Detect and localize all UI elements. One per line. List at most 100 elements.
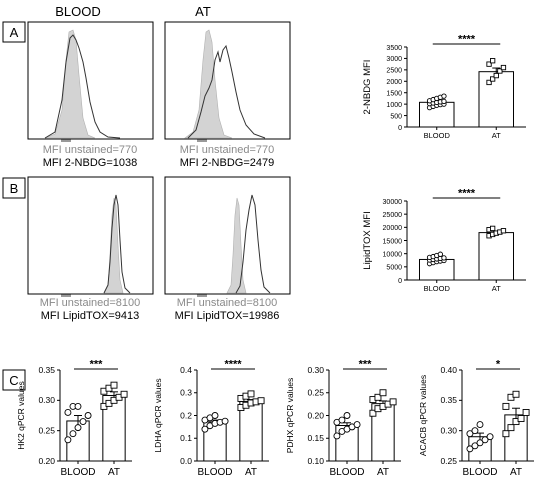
x-axis-ticks	[61, 139, 71, 142]
significance-label: ****	[224, 359, 242, 371]
x-category-label: BLOOD	[462, 467, 497, 478]
stained-histogram	[187, 44, 266, 139]
y-tick-label: 0.1	[180, 433, 192, 443]
data-point	[466, 445, 474, 453]
data-point	[379, 389, 387, 397]
data-point	[476, 421, 484, 429]
bar-chart-pdhx: 0.10 0.15 0.20 0.25 0.30 PDHX qPCR values BLOO…	[285, 359, 401, 478]
y-tick-label: 0.3	[180, 388, 192, 398]
histogram-a-blood	[27, 21, 154, 142]
histogram-frame	[27, 21, 154, 140]
x-category-label: BLOOD	[424, 131, 451, 140]
significance-label: *	[496, 359, 501, 371]
data-point	[512, 390, 520, 398]
data-point	[486, 433, 494, 441]
panel-label-a: A	[2, 21, 26, 43]
data-point	[69, 430, 77, 438]
data-point	[476, 439, 484, 447]
data-point	[441, 98, 447, 105]
y-tick-label: 0.4	[180, 365, 192, 375]
y-tick-label: 0.25	[440, 456, 457, 466]
x-category-label: AT	[510, 467, 522, 478]
data-point	[471, 427, 479, 435]
data-point	[374, 393, 382, 401]
y-tick-label: 2000	[386, 79, 402, 86]
data-point	[201, 425, 209, 433]
y-axis-label: LipidTOX MFI	[362, 211, 373, 269]
y-tick-label: 500	[390, 113, 402, 120]
significance-label: ****	[458, 188, 476, 200]
unstained-histogram	[44, 29, 96, 139]
data-point	[74, 402, 82, 410]
y-tick-label: 0.10	[307, 456, 324, 466]
unstained-histogram	[184, 29, 233, 139]
mfi-stained-b-blood: MFI LipidTOX=9413	[41, 310, 140, 322]
y-tick-label: 30000	[383, 199, 403, 206]
x-category-label: AT	[108, 467, 120, 478]
significance-label: ***	[90, 359, 104, 371]
y-tick-label: 0.30	[38, 395, 55, 405]
x-axis-ticks	[61, 294, 71, 297]
data-point	[338, 416, 346, 424]
y-tick-label: 0.35	[38, 365, 55, 375]
data-point	[74, 424, 82, 432]
histogram-a-at	[164, 21, 291, 142]
x-category-label: BLOOD	[197, 467, 232, 478]
y-tick-label: 0.2	[180, 410, 192, 420]
y-tick-label: 3500	[386, 45, 402, 52]
bar-chart-hk2: 0.20 0.25 0.30 0.35 HK2 qPCR values BLOOD AT **…	[16, 359, 132, 478]
mfi-stained-b-at: MFI LipidTOX=19986	[175, 310, 280, 322]
y-tick-label: 0.0	[180, 456, 192, 466]
y-tick-label: 2500	[386, 68, 402, 75]
data-point	[64, 436, 72, 444]
y-tick-label: 0	[398, 125, 402, 132]
y-tick-label: 0.20	[38, 456, 55, 466]
col-header-blood: BLOOD	[55, 4, 101, 19]
significance-label: ****	[458, 34, 476, 46]
y-tick-label: 0.30	[440, 425, 457, 435]
data-point	[353, 421, 361, 429]
mfi-stained-a-at: MFI 2-NBDG=2479	[180, 157, 274, 169]
stained-histogram	[103, 194, 131, 294]
x-category-label: AT	[377, 467, 389, 478]
panel-label-c-text: C	[9, 373, 18, 388]
data-point	[486, 61, 492, 67]
y-axis-label: 2-NBDG MFI	[362, 60, 373, 115]
data-point	[490, 76, 496, 82]
data-point	[257, 397, 265, 405]
panel-label-b: B	[2, 177, 26, 199]
data-point	[441, 255, 447, 261]
bar-at	[478, 232, 515, 281]
data-point	[389, 398, 397, 406]
col-header-at: AT	[195, 4, 211, 19]
y-tick-label: 15000	[383, 238, 403, 245]
mfi-unstained-b-at: MFI unstained=8100	[177, 297, 278, 309]
x-axis-ticks	[197, 139, 207, 142]
x-axis-ticks	[197, 294, 207, 297]
data-point	[507, 424, 515, 432]
data-point	[120, 390, 128, 398]
panel-label-b-text: B	[10, 181, 19, 196]
bar-chart-lipidtox: 0 5000 10000 15000 20000 25000 30000 LipidTOX M…	[362, 188, 526, 293]
significance-label: ***	[359, 359, 373, 371]
data-point	[333, 432, 341, 440]
bar-chart-2nbdg: 0 500 1000 1500 2000 2500 3000 3500 2-NBDG MFI BL…	[362, 34, 526, 140]
data-point	[502, 402, 510, 410]
y-tick-label: 0.20	[307, 410, 324, 420]
histogram-frame	[164, 21, 291, 140]
x-category-label: BLOOD	[60, 467, 95, 478]
data-point	[441, 93, 447, 99]
y-tick-label: 1000	[386, 102, 402, 109]
y-axis-label: LDHA qPCR values	[153, 378, 163, 452]
y-tick-label: 0.40	[440, 365, 457, 375]
y-tick-label: 10000	[383, 251, 403, 258]
y-axis-label: HK2 qPCR values	[16, 381, 26, 450]
y-tick-label: 5000	[386, 265, 402, 272]
mfi-unstained-a-at: MFI unstained=770	[180, 144, 274, 156]
histogram-b-at	[164, 176, 291, 297]
data-point	[502, 430, 510, 438]
y-tick-label: 0.25	[38, 425, 55, 435]
data-point	[79, 418, 87, 426]
bar-chart-acacb: 0.25 0.30 0.35 0.40 ACACB qPCR values BLOOD AT…	[418, 359, 534, 478]
